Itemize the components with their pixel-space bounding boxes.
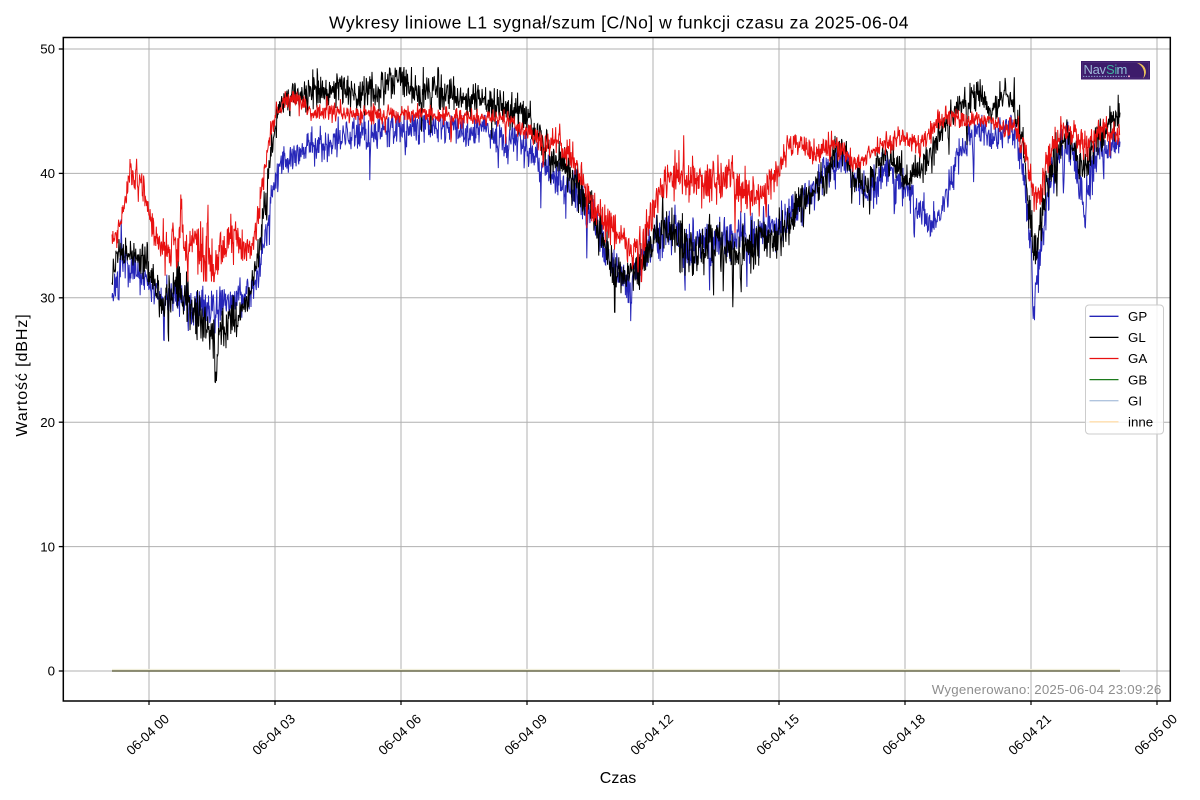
svg-text:50: 50 xyxy=(40,42,55,57)
svg-text:10: 10 xyxy=(40,539,55,554)
svg-text:Wygenerowano: 2025-06-04 23:09: Wygenerowano: 2025-06-04 23:09:26 xyxy=(932,682,1162,697)
svg-text:GP: GP xyxy=(1128,309,1147,324)
svg-text:GA: GA xyxy=(1128,351,1147,366)
svg-text:inne: inne xyxy=(1128,415,1153,430)
svg-text:m: m xyxy=(1117,62,1128,77)
svg-text:GB: GB xyxy=(1128,372,1147,387)
svg-text:30: 30 xyxy=(40,291,55,306)
svg-text:40: 40 xyxy=(40,166,55,181)
svg-text:0: 0 xyxy=(48,664,55,679)
svg-text:Nav: Nav xyxy=(1084,62,1107,77)
svg-text:Czas: Czas xyxy=(600,770,636,787)
svg-text:Si: Si xyxy=(1106,62,1117,77)
svg-text:GL: GL xyxy=(1128,330,1146,345)
svg-text:GI: GI xyxy=(1128,393,1142,408)
svg-text:20: 20 xyxy=(40,415,55,430)
svg-text:Wartość [dBHz]: Wartość [dBHz] xyxy=(14,313,31,436)
svg-text:Wykresy liniowe L1 sygnał/szum: Wykresy liniowe L1 sygnał/szum [C/No] w … xyxy=(329,13,909,33)
